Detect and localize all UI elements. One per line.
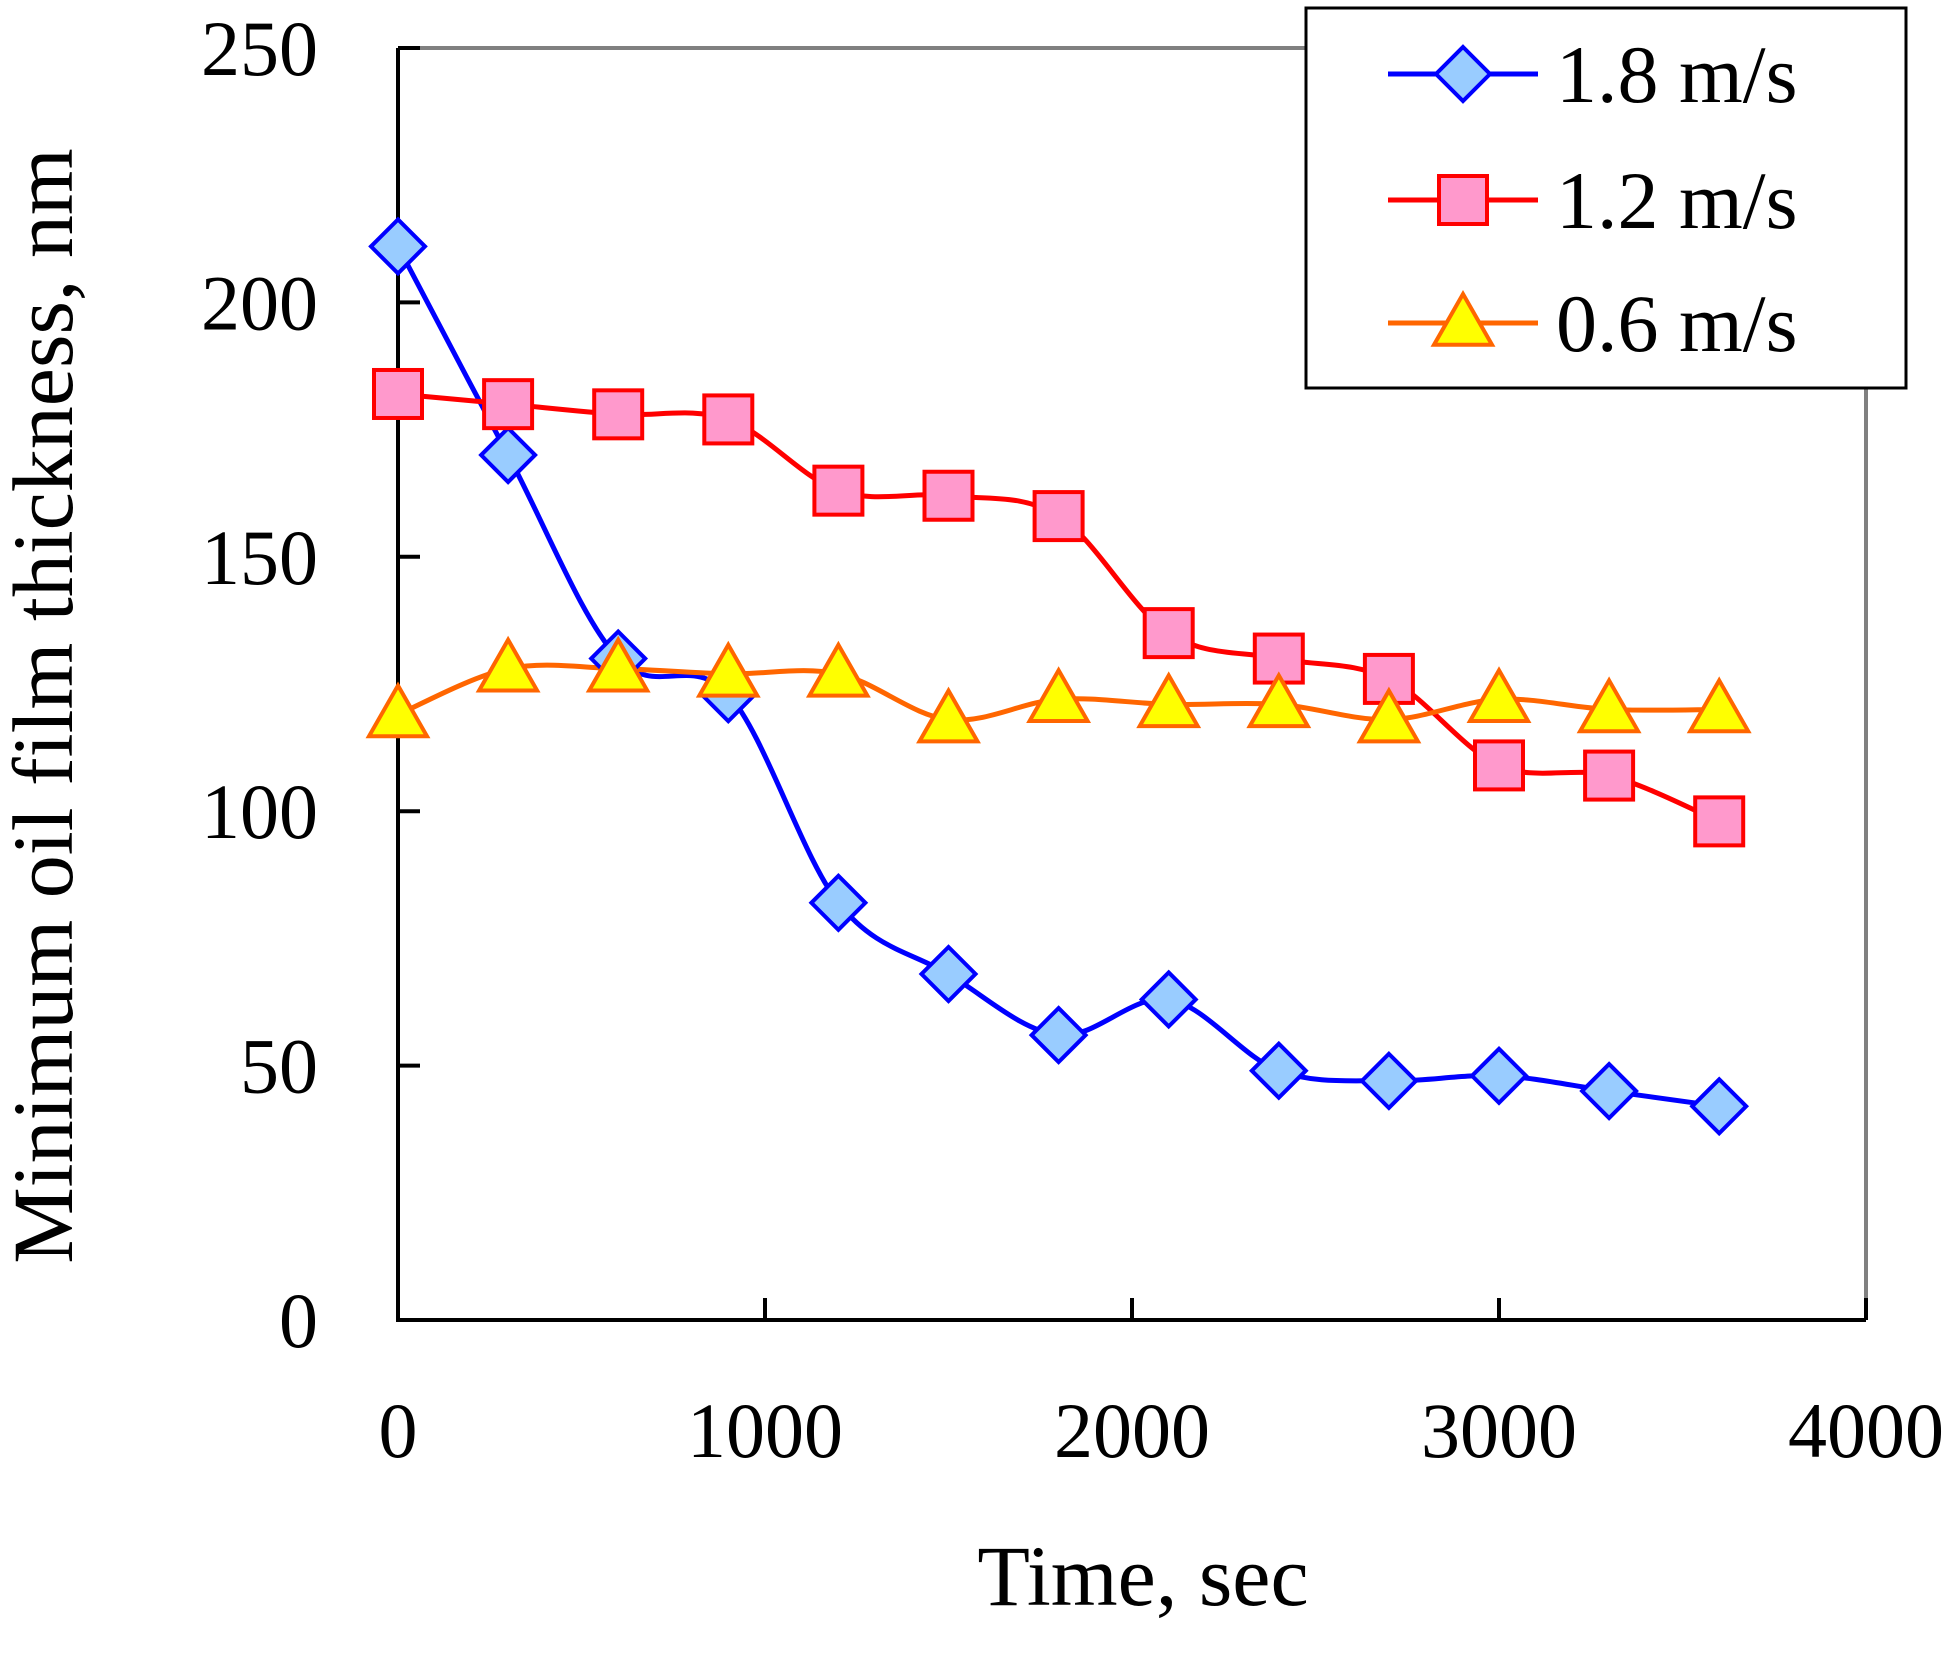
legend-label: 1.8 m/s <box>1556 29 1797 120</box>
data-point-0-6-m-s <box>916 686 981 744</box>
data-point-1-2-m-s <box>1473 739 1525 792</box>
x-tick-label: 1000 <box>687 1387 843 1474</box>
y-tick-label: 150 <box>201 514 318 601</box>
data-point-1-8-m-s <box>368 216 428 277</box>
series-markers-0-6-m-s <box>365 635 1752 744</box>
legend-item-0-6-m-s: 0.6 m/s <box>1388 278 1797 369</box>
data-point-0-6-m-s <box>1576 676 1642 734</box>
data-point-1-2-m-s <box>1583 749 1636 802</box>
data-point-1-2-m-s <box>702 393 755 446</box>
y-tick-label: 250 <box>201 5 318 92</box>
legend-marker <box>1430 289 1496 347</box>
legend-label: 1.2 m/s <box>1556 155 1797 246</box>
data-point-1-8-m-s <box>1469 1045 1529 1106</box>
y-axis: 0 50 100 150 200 250 <box>201 5 420 1364</box>
x-tick-label: 4000 <box>1788 1387 1944 1474</box>
data-point-0-6-m-s <box>475 635 541 693</box>
x-axis: 0 1000 2000 3000 4000 <box>379 1298 1944 1474</box>
legend-item-1-2-m-s: 1.2 m/s <box>1388 155 1797 246</box>
data-point-1-8-m-s <box>808 872 869 933</box>
data-point-0-6-m-s <box>1686 676 1752 734</box>
x-tick-label: 3000 <box>1421 1387 1577 1474</box>
data-point-1-2-m-s <box>482 378 535 431</box>
data-point-1-2-m-s <box>922 469 975 522</box>
y-tick-label: 100 <box>201 768 318 855</box>
data-point-0-6-m-s <box>365 681 431 739</box>
data-point-1-8-m-s <box>478 425 538 485</box>
data-point-1-2-m-s <box>1142 607 1195 660</box>
legend-item-1-8-m-s: 1.8 m/s <box>1388 29 1797 120</box>
y-tick-label: 50 <box>240 1023 318 1110</box>
y-tick-label: 0 <box>279 1277 318 1364</box>
data-point-0-6-m-s <box>1246 671 1312 729</box>
data-point-0-6-m-s <box>585 635 651 693</box>
y-axis-title: Minimum oil film thickness, nm <box>0 148 91 1264</box>
data-point-0-6-m-s <box>1136 671 1202 729</box>
data-point-1-8-m-s <box>918 944 979 1004</box>
data-point-1-2-m-s <box>372 367 424 420</box>
data-point-1-8-m-s <box>1689 1076 1750 1137</box>
legend: 1.8 m/s 1.2 m/s 0.6 m/s <box>1304 6 1908 390</box>
series-markers <box>365 216 1752 1137</box>
data-point-1-2-m-s <box>1032 490 1085 543</box>
x-tick-label: 0 <box>379 1387 418 1474</box>
data-point-1-8-m-s <box>1579 1061 1639 1121</box>
series-markers-1-2-m-s <box>372 367 1746 848</box>
data-point-1-8-m-s <box>1248 1040 1309 1101</box>
data-point-1-8-m-s <box>1028 1005 1089 1065</box>
data-point-0-6-m-s <box>1466 666 1532 724</box>
data-point-0-6-m-s <box>805 640 871 698</box>
legend-label: 0.6 m/s <box>1556 278 1797 369</box>
data-point-0-6-m-s <box>1356 686 1422 744</box>
x-axis-title: Time, sec <box>977 1528 1308 1624</box>
y-tick-label: 200 <box>201 259 318 346</box>
data-point-1-8-m-s <box>1359 1051 1419 1111</box>
legend-marker <box>1437 174 1489 226</box>
data-point-1-2-m-s <box>592 388 645 441</box>
legend-marker <box>1433 44 1493 104</box>
data-point-1-2-m-s <box>1693 795 1746 848</box>
data-point-1-8-m-s <box>1138 969 1199 1030</box>
x-tick-label: 2000 <box>1054 1387 1210 1474</box>
data-point-0-6-m-s <box>695 640 761 698</box>
data-point-0-6-m-s <box>1026 666 1092 724</box>
data-point-1-2-m-s <box>812 464 865 517</box>
